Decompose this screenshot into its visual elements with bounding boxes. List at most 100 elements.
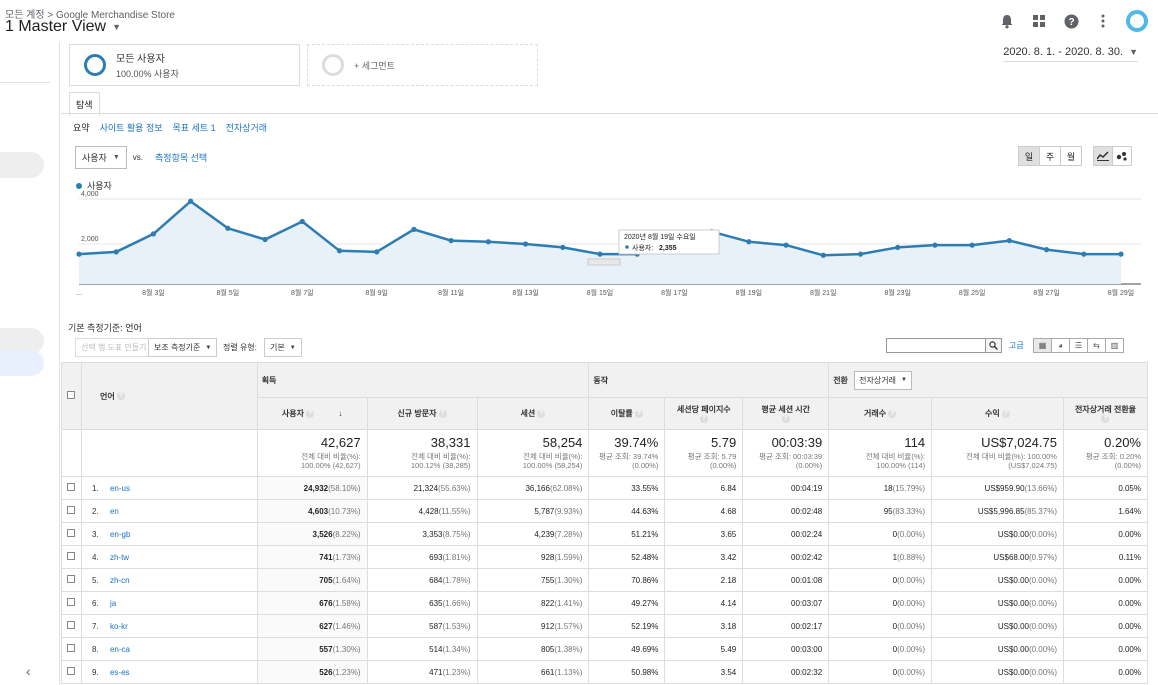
line-chart-icon[interactable] xyxy=(1093,146,1113,166)
col-revenue-label[interactable]: 수익 xyxy=(985,409,1000,418)
table-search-input[interactable] xyxy=(886,338,986,353)
language-link[interactable]: en-gb xyxy=(109,529,131,539)
row-checkbox-cell[interactable] xyxy=(61,591,82,615)
sort-type-value[interactable]: 기본 xyxy=(270,343,285,352)
nav-item-highlight[interactable] xyxy=(0,152,44,178)
chart-data-point[interactable] xyxy=(76,251,82,257)
dimension-header-label[interactable]: 언어 xyxy=(99,391,115,401)
chart-data-point[interactable] xyxy=(262,236,268,243)
chart-data-point[interactable] xyxy=(895,244,901,250)
chart-data-point[interactable] xyxy=(783,242,789,248)
chart-data-point[interactable] xyxy=(150,231,157,237)
subtab-summary[interactable]: 요약 xyxy=(73,123,90,133)
caret-down-icon[interactable]: ▼ xyxy=(1129,47,1138,57)
view-title[interactable]: 1 Master View xyxy=(5,18,107,35)
search-icon[interactable] xyxy=(985,338,1002,353)
account-avatar[interactable] xyxy=(1126,10,1148,32)
language-link[interactable]: en-ca xyxy=(109,644,130,654)
chart-data-point[interactable] xyxy=(820,252,826,258)
language-link[interactable]: ja xyxy=(109,598,117,608)
chart-data-point[interactable] xyxy=(1043,247,1050,253)
language-link[interactable]: es-es xyxy=(109,667,130,677)
row-checkbox-cell[interactable] xyxy=(61,614,82,638)
conversion-dropdown[interactable]: 전자상거래 ▼ xyxy=(854,370,912,390)
advanced-filter-link[interactable]: 고급 xyxy=(1009,341,1024,350)
col-ecommerce-conv-label[interactable]: 전자상거래 전환율 xyxy=(1074,404,1137,414)
pie-view-icon[interactable]: ◕ xyxy=(1051,338,1070,353)
col-bounce-rate[interactable]: 이탈률 ? xyxy=(588,397,666,430)
col-pages-per-session-label[interactable]: 세션당 페이지수 xyxy=(676,404,731,414)
row-checkbox[interactable] xyxy=(67,621,76,629)
subtab-goal-set-1[interactable]: 목표 세트 1 xyxy=(172,123,216,133)
chart-data-point[interactable] xyxy=(374,249,380,255)
help-icon[interactable]: ? xyxy=(1062,12,1080,30)
row-checkbox-cell[interactable] xyxy=(61,545,82,569)
primary-dimension-value[interactable]: 언어 xyxy=(125,323,142,333)
breadcrumb[interactable]: 모든 계정 > Google Merchandise Store xyxy=(5,6,175,21)
sort-type-dropdown[interactable]: 기본 ▼ xyxy=(264,338,302,357)
select-all-header[interactable] xyxy=(61,362,82,430)
row-checkbox-cell[interactable] xyxy=(61,637,82,661)
breadcrumb-account[interactable]: 모든 계정 xyxy=(5,10,45,21)
caret-down-icon[interactable]: ▼ xyxy=(112,22,121,32)
plot-rows-button[interactable]: 선택 행 도표 만들기 xyxy=(75,338,153,357)
table-view-icon[interactable]: ▦ xyxy=(1033,338,1052,353)
pivot-view-icon[interactable]: ▥ xyxy=(1105,338,1124,353)
chart-data-point[interactable] xyxy=(969,242,975,248)
metric-dropdown-value[interactable]: 사용자 xyxy=(82,153,107,163)
row-checkbox-cell[interactable] xyxy=(61,568,82,592)
chart-data-point[interactable] xyxy=(597,251,603,257)
caret-down-icon[interactable]: ▼ xyxy=(112,154,120,161)
chart-data-point[interactable] xyxy=(336,248,343,254)
dimension-header[interactable]: 언어 ? xyxy=(80,362,258,430)
col-transactions[interactable]: 거래수 ? xyxy=(828,397,933,430)
chart-data-point[interactable] xyxy=(1118,251,1124,257)
chart-data-point[interactable] xyxy=(485,239,491,245)
chart-data-point[interactable] xyxy=(857,251,864,257)
col-bounce-rate-label[interactable]: 이탈률 xyxy=(610,409,633,418)
subtab-site-usage[interactable]: 사이트 활용 정보 xyxy=(99,123,163,133)
col-pages-per-session[interactable]: 세션당 페이지수? xyxy=(664,397,744,430)
subtab-ecommerce[interactable]: 전자상거래 xyxy=(225,123,268,133)
col-revenue[interactable]: 수익 ? xyxy=(931,397,1064,430)
col-transactions-label[interactable]: 거래수 xyxy=(863,409,887,418)
select-all-checkbox[interactable] xyxy=(67,391,76,399)
row-checkbox[interactable] xyxy=(67,552,76,560)
language-link[interactable]: en-us xyxy=(109,483,130,493)
date-range-picker[interactable]: 2020. 8. 1. - 2020. 8. 30. ▼ xyxy=(1003,46,1138,62)
language-link[interactable]: en xyxy=(109,506,119,516)
more-vert-icon[interactable] xyxy=(1094,12,1112,30)
col-avg-duration-label[interactable]: 평균 세션 시간 xyxy=(761,404,811,414)
col-sessions[interactable]: 세션 ? xyxy=(476,397,590,430)
apps-grid-icon[interactable] xyxy=(1030,12,1048,30)
chart-data-point[interactable] xyxy=(560,244,566,250)
chart-data-point[interactable] xyxy=(1006,238,1012,244)
row-checkbox[interactable] xyxy=(67,667,76,675)
chart-data-point[interactable] xyxy=(225,225,231,231)
chart-data-point[interactable] xyxy=(1081,251,1087,257)
segment-all-users[interactable]: 모든 사용자 100.00% 사용자 xyxy=(69,44,300,86)
row-checkbox-cell[interactable] xyxy=(61,522,82,546)
language-link[interactable]: zh-cn xyxy=(109,575,130,585)
col-users[interactable]: 사용자 ? ↓ xyxy=(256,397,368,430)
breadcrumb-property[interactable]: Google Merchandise Store xyxy=(56,10,175,21)
nav-item-highlight[interactable] xyxy=(0,328,44,354)
caret-down-icon[interactable]: ▼ xyxy=(205,344,212,351)
caret-down-icon[interactable]: ▼ xyxy=(900,377,907,383)
comparison-view-icon[interactable]: ⇆ xyxy=(1087,338,1106,353)
col-new-users[interactable]: 신규 방문자 ? xyxy=(366,397,478,430)
sort-desc-icon[interactable]: ↓ xyxy=(338,409,343,418)
chart-data-point[interactable] xyxy=(522,241,529,247)
row-checkbox[interactable] xyxy=(67,598,76,606)
secondary-dimension-label[interactable]: 보조 측정기준 xyxy=(154,343,201,352)
metric-dropdown[interactable]: 사용자 ▼ xyxy=(75,146,127,169)
col-sessions-label[interactable]: 세션 xyxy=(520,409,536,418)
performance-view-icon[interactable]: ☰ xyxy=(1069,338,1088,353)
view-selector[interactable]: 1 Master View ▼ xyxy=(5,18,121,36)
caret-down-icon[interactable]: ▼ xyxy=(289,344,296,351)
row-checkbox[interactable] xyxy=(67,506,76,514)
date-range-text[interactable]: 2020. 8. 1. - 2020. 8. 30. xyxy=(1003,46,1124,58)
chart-data-point[interactable] xyxy=(299,218,305,225)
chart-data-point[interactable] xyxy=(411,226,417,232)
chart-data-point[interactable] xyxy=(932,242,938,248)
